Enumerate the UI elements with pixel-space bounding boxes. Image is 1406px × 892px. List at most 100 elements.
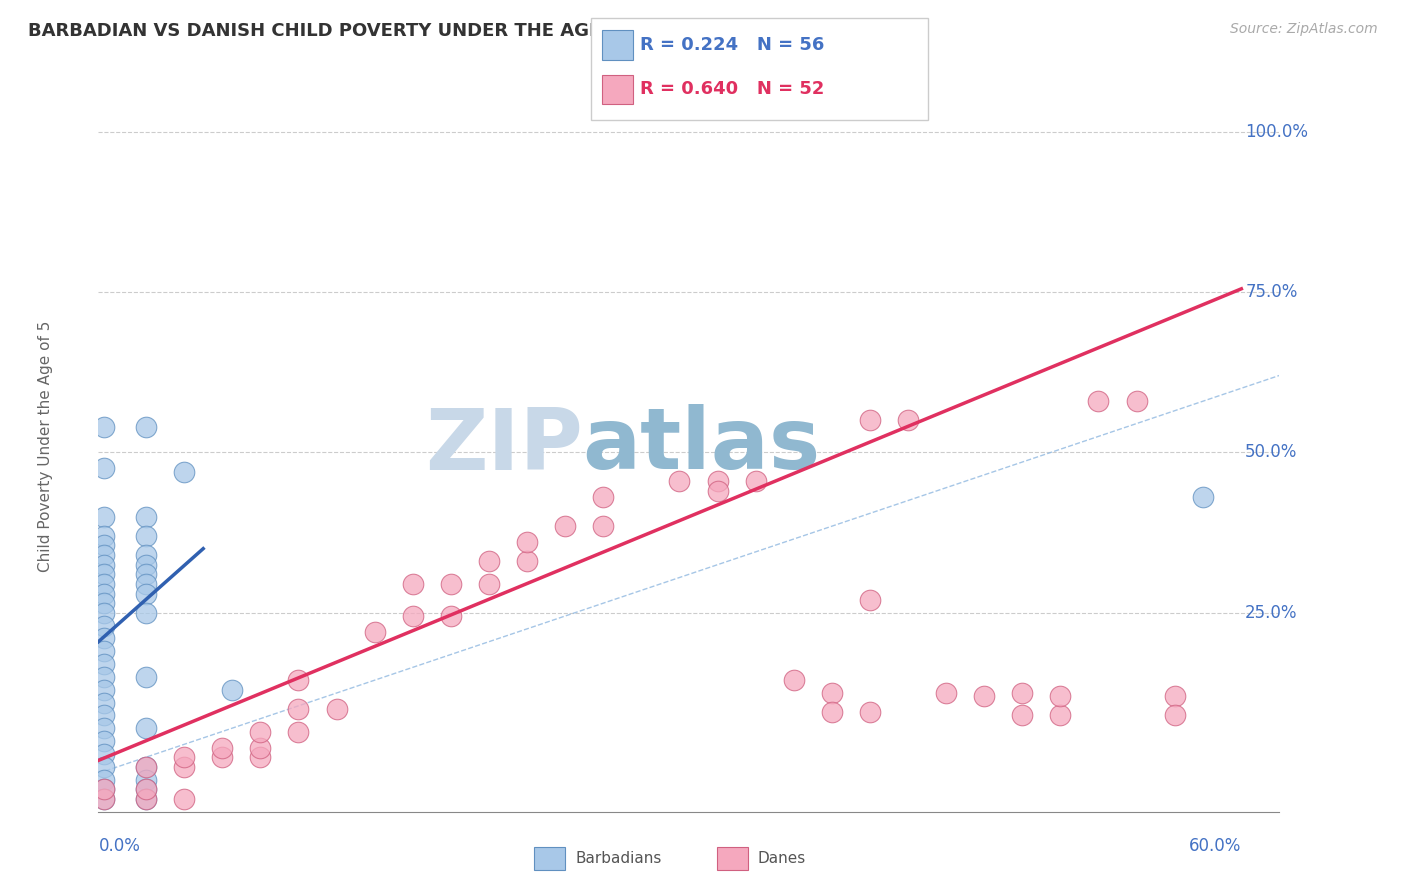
Point [93,632,115,646]
Point [93,577,115,591]
Point [93,682,115,697]
Point [135,577,157,591]
Text: BARBADIAN VS DANISH CHILD POVERTY UNDER THE AGE OF 5 CORRELATION CHART: BARBADIAN VS DANISH CHILD POVERTY UNDER … [28,22,876,40]
Point [173,465,195,479]
Point [1011,708,1033,723]
Text: 50.0%: 50.0% [1246,443,1298,461]
Point [135,792,157,806]
Point [859,706,882,720]
Text: Child Poverty Under the Age of 5: Child Poverty Under the Age of 5 [38,320,53,572]
Point [287,702,309,716]
Point [135,782,157,797]
Point [135,670,157,684]
Point [135,792,157,806]
Point [135,760,157,774]
Point [1011,686,1033,700]
Point [93,760,115,774]
Text: Danes: Danes [758,851,806,865]
Text: 75.0%: 75.0% [1246,283,1298,301]
Text: R = 0.224   N = 56: R = 0.224 N = 56 [640,36,824,54]
Point [93,567,115,582]
Point [211,740,233,755]
Point [440,577,463,591]
Point [135,721,157,735]
Point [478,554,501,568]
Point [478,577,501,591]
Point [249,740,271,755]
Point [93,782,115,797]
Text: ZIP: ZIP [425,404,582,488]
Point [744,475,766,489]
Point [821,686,844,700]
Point [173,750,195,764]
Point [402,577,425,591]
Point [211,750,233,764]
Point [93,772,115,787]
Point [93,558,115,572]
Text: Barbadians: Barbadians [575,851,661,865]
Point [93,670,115,684]
Point [135,586,157,600]
Point [249,750,271,764]
Text: Source: ZipAtlas.com: Source: ZipAtlas.com [1230,22,1378,37]
Point [440,609,463,624]
Point [1087,394,1109,409]
Point [592,519,614,533]
Point [173,760,195,774]
Point [135,419,157,434]
Point [135,548,157,562]
Point [135,760,157,774]
Point [135,782,157,797]
Text: 100.0%: 100.0% [1246,122,1308,141]
Point [93,461,115,475]
Point [93,586,115,600]
Point [402,609,425,624]
Point [668,475,690,489]
Point [554,519,576,533]
Point [935,686,957,700]
Point [93,606,115,620]
Point [783,673,806,688]
Point [135,529,157,543]
Point [973,690,995,704]
Point [363,625,385,640]
Point [93,419,115,434]
Point [135,772,157,787]
Point [287,673,309,688]
Point [93,657,115,672]
Point [93,538,115,552]
Point [859,593,882,607]
Text: 0.0%: 0.0% [98,838,141,855]
Point [592,491,614,505]
Point [516,554,538,568]
Point [221,682,243,697]
Point [93,548,115,562]
Point [1192,491,1215,505]
Point [325,702,347,716]
Point [93,792,115,806]
Point [93,509,115,524]
Point [1163,690,1185,704]
Point [516,535,538,549]
Point [135,509,157,524]
Point [821,706,844,720]
Point [706,483,728,498]
Text: 25.0%: 25.0% [1246,604,1298,622]
Text: R = 0.640   N = 52: R = 0.640 N = 52 [640,80,824,98]
Text: 60.0%: 60.0% [1189,838,1241,855]
Point [135,567,157,582]
Point [93,596,115,610]
Point [249,724,271,739]
Point [135,558,157,572]
Point [1163,708,1185,723]
Point [93,618,115,632]
Point [93,782,115,797]
Point [93,529,115,543]
Text: atlas: atlas [582,404,821,488]
Point [897,413,920,427]
Point [93,734,115,748]
Point [135,606,157,620]
Point [859,413,882,427]
Point [1049,690,1071,704]
Point [1049,708,1071,723]
